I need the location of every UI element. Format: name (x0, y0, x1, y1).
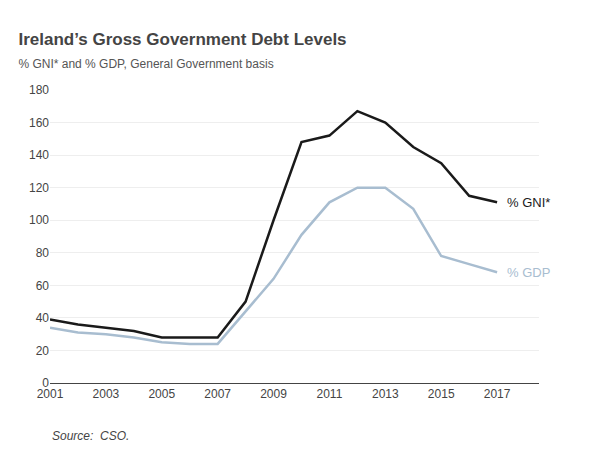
svg-text:120: 120 (29, 181, 49, 195)
svg-text:60: 60 (36, 279, 50, 293)
svg-text:% GDP: % GDP (507, 265, 550, 280)
svg-text:Source: CSO.: Source: CSO. (52, 429, 129, 443)
svg-text:2017: 2017 (484, 387, 511, 401)
svg-text:140: 140 (29, 148, 49, 162)
svg-text:20: 20 (36, 344, 50, 358)
svg-text:0: 0 (42, 376, 49, 390)
svg-text:2009: 2009 (260, 387, 287, 401)
svg-text:2001: 2001 (37, 387, 64, 401)
svg-text:2013: 2013 (372, 387, 399, 401)
svg-text:% GNI* and % GDP, General Gove: % GNI* and % GDP, General Government bas… (18, 57, 273, 71)
svg-text:2003: 2003 (93, 387, 120, 401)
svg-text:40: 40 (36, 311, 50, 325)
svg-text:% GNI*: % GNI* (507, 195, 550, 210)
svg-text:160: 160 (29, 116, 49, 130)
svg-text:2005: 2005 (148, 387, 175, 401)
svg-text:100: 100 (29, 213, 49, 227)
svg-text:2015: 2015 (428, 387, 455, 401)
svg-text:80: 80 (36, 246, 50, 260)
svg-text:2007: 2007 (204, 387, 231, 401)
svg-text:180: 180 (29, 83, 49, 97)
svg-text:Ireland’s Gross Government Deb: Ireland’s Gross Government Debt Levels (18, 30, 346, 49)
svg-text:2011: 2011 (317, 387, 343, 401)
